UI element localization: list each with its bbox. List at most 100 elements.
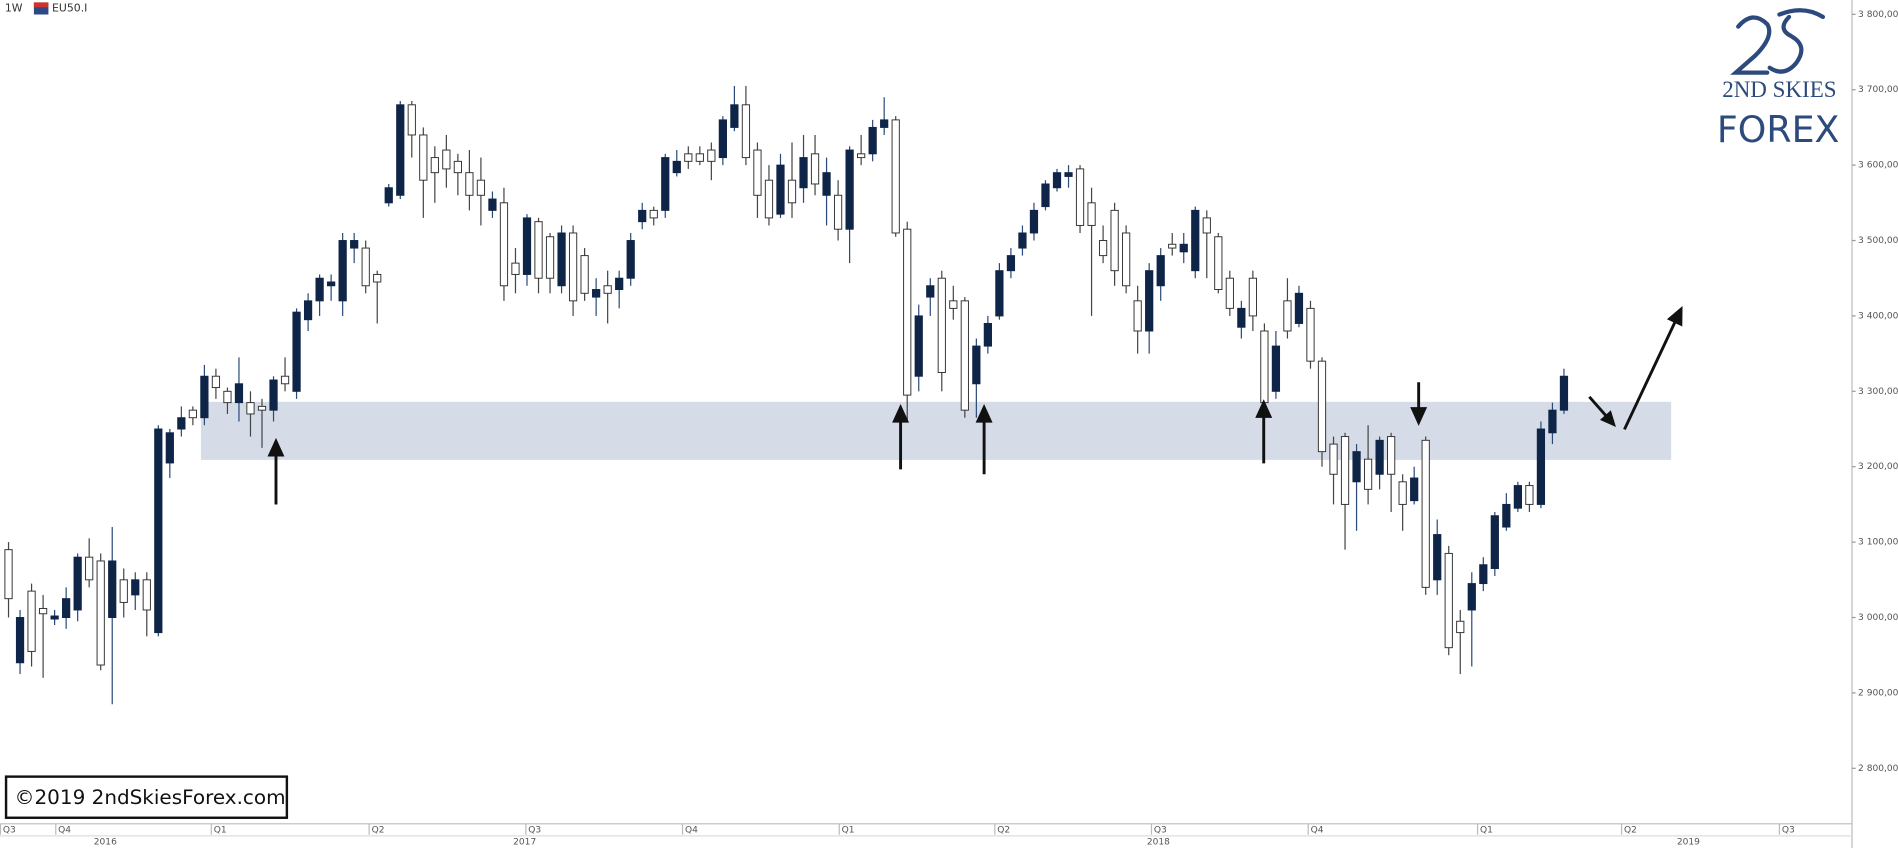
candle-body [534,221,543,279]
x-tick-label: Q2 [1624,825,1637,835]
y-tick-label: 3 100,00 [1858,538,1898,548]
candle-body [430,157,439,174]
candle-body [1548,409,1557,434]
candle-body [776,164,785,215]
candle-body [1006,255,1016,272]
year-label: 2017 [513,837,536,847]
candle-body [338,240,347,302]
candle-body [200,375,209,419]
candle-body [684,153,693,162]
candle-body [27,590,36,652]
candle-body [1110,209,1119,272]
candle-body [868,126,877,155]
candle-body [73,556,82,611]
y-tick-label: 3 800,00 [1858,10,1898,20]
candle-body [1502,503,1511,528]
candle-body [891,119,900,234]
x-tick-label: Q2 [372,825,385,835]
year-label: 2018 [1147,837,1170,847]
candle-body [799,157,808,189]
candle-body [85,556,94,581]
candle-body [1513,485,1522,509]
candle-body [718,119,727,159]
candle-body [142,579,151,611]
candle-body [246,402,255,415]
candle-body [1329,443,1338,475]
candle-body [960,300,969,411]
candle-body [1271,345,1281,392]
candle-body [1410,477,1419,502]
y-tick-label: 3 600,00 [1858,161,1898,171]
candle-body [983,322,992,347]
candle-body [1156,255,1165,287]
candle-body [672,160,681,174]
candle-body [1225,277,1234,309]
candle-body [626,240,635,279]
candle-body [396,104,405,196]
candle-body [949,300,958,309]
candle-body [833,194,843,230]
candle-body [1133,300,1142,332]
candle-body [753,149,762,196]
candle-body [1559,375,1569,411]
candle-body [522,217,532,275]
candle-body [1294,292,1304,324]
candle-body [845,149,854,230]
candle-body [211,375,221,389]
x-tick-label: Q4 [685,825,698,835]
candle-body [615,277,624,291]
candle-body [810,153,820,185]
candle-body [96,560,105,666]
candle-body [1306,307,1315,362]
annotation-arrow [1410,382,1428,426]
candle-body [361,247,370,287]
candle-body [1029,209,1039,234]
candle-body [223,390,232,404]
candle-body [315,277,324,302]
candle-body [62,598,71,618]
candle-body [914,315,923,377]
logo-mark [1730,8,1826,75]
y-tick-label: 3 400,00 [1858,311,1898,321]
candle-body [741,104,751,159]
candle-body [15,617,25,664]
candle-body [545,236,555,279]
candle-body [50,615,59,620]
candle-body [38,607,48,615]
y-tick-label: 3 200,00 [1858,462,1898,472]
candle-body [1052,172,1062,189]
annotation-arrow [892,404,910,470]
candle-body [1375,439,1384,475]
candle-body [1191,209,1200,272]
candle-body [695,153,704,162]
candle-body [1145,270,1154,332]
candle-body [1064,172,1073,177]
candle-body [1421,439,1430,588]
annotation-arrow [1255,399,1273,464]
candle-body [269,379,278,411]
candle-body [1075,168,1085,226]
candle-body [1456,620,1465,634]
y-tick-label: 3 700,00 [1858,85,1898,95]
candle-body [1433,534,1442,581]
interval: 1W [5,1,23,14]
candle-body [787,179,797,204]
y-tick-label: 2 800,00 [1858,764,1898,774]
candle-body [730,104,739,128]
candle-body [350,240,359,249]
candle-body [638,209,647,223]
x-tick-label: Q1 [214,825,227,835]
candle-body [1398,481,1407,505]
candle-body [499,202,509,287]
candle-body [327,281,336,287]
candle-body [373,273,382,283]
x-tick-label: Q3 [1154,825,1167,835]
candle-body [1260,330,1269,404]
candle-body [1467,583,1476,611]
symbol: EU50.I [52,1,87,14]
candle-body [154,428,163,634]
annotation-arrow [1588,395,1616,428]
candle-body [1525,485,1534,505]
plot-area [4,85,1672,705]
candle-body [1122,232,1131,287]
